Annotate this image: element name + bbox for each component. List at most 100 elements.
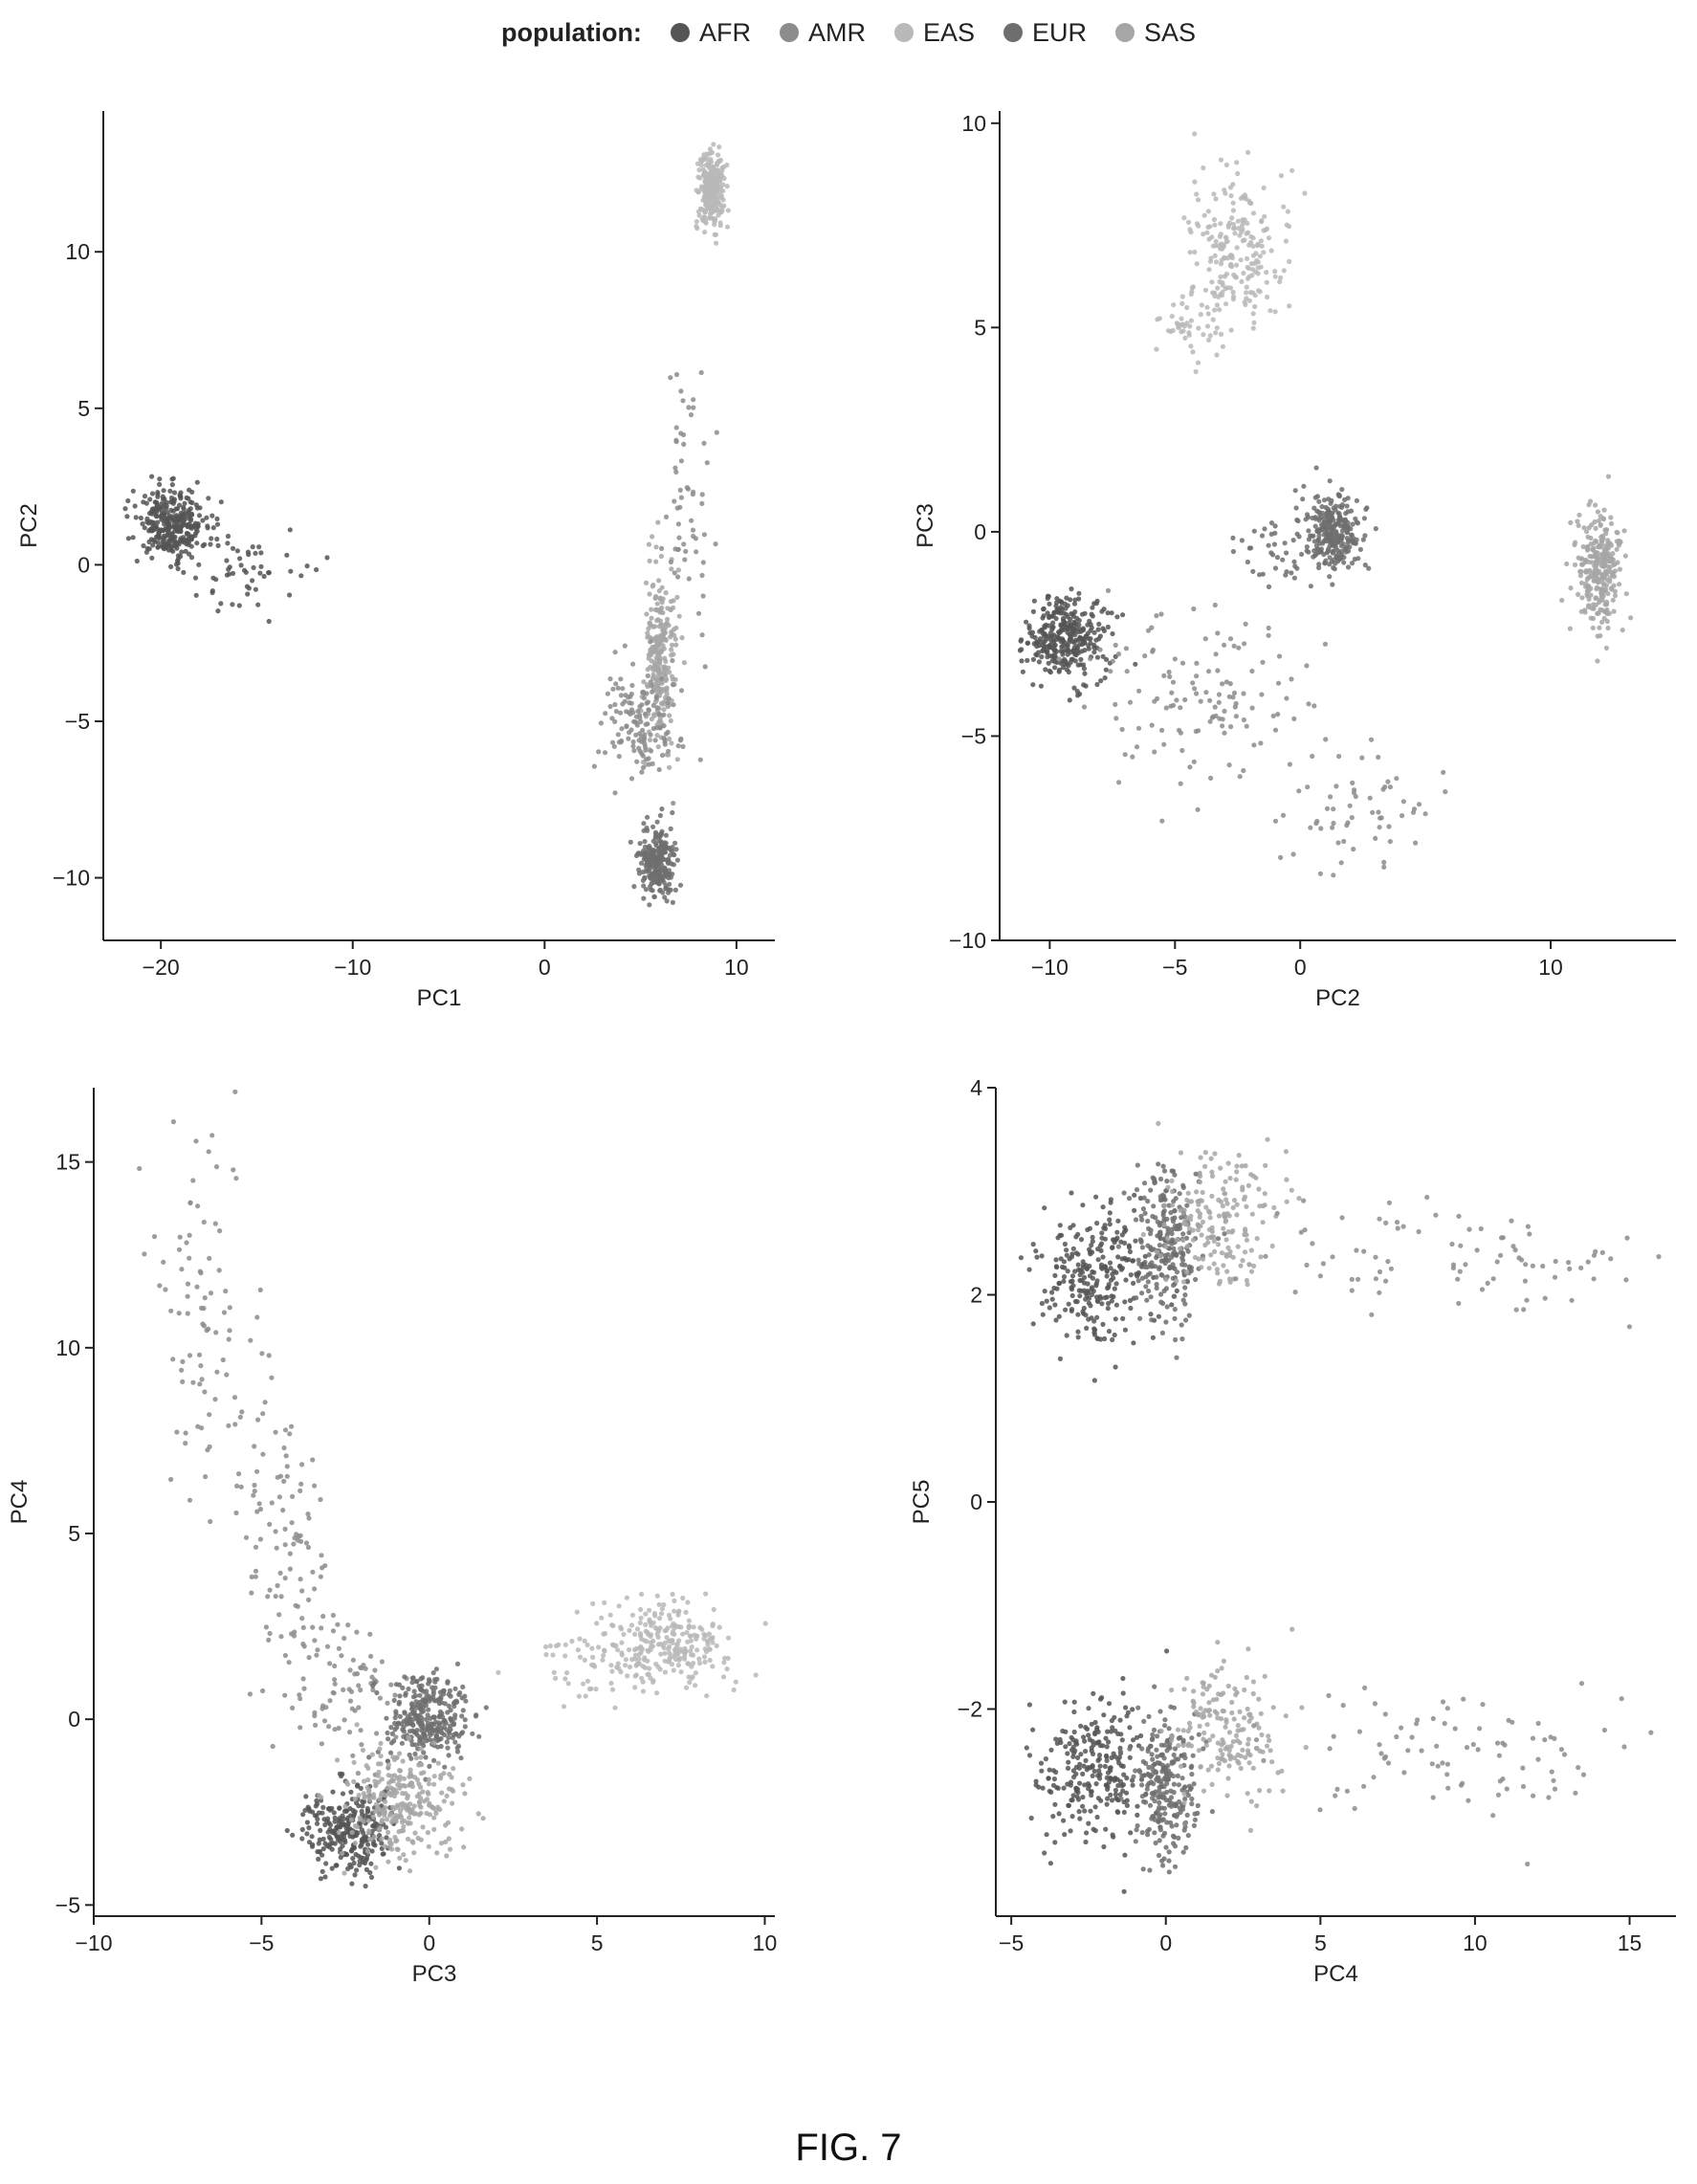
point-amr: [1212, 602, 1218, 608]
point-sas: [446, 1836, 452, 1842]
point-eur: [459, 1713, 465, 1719]
point-amr: [319, 1625, 324, 1631]
point-afr: [1169, 1302, 1175, 1308]
point-sas: [1248, 1268, 1255, 1274]
point-amr: [648, 732, 653, 738]
point-amr: [618, 710, 624, 716]
point-amr: [355, 1771, 361, 1776]
point-afr: [1069, 1190, 1074, 1196]
point-amr: [1336, 754, 1342, 760]
point-eas: [1179, 300, 1185, 306]
point-sas: [390, 1804, 396, 1810]
point-afr: [1088, 1303, 1093, 1309]
point-sas: [674, 757, 680, 762]
point-amr: [267, 1587, 273, 1593]
point-amr: [1149, 722, 1155, 728]
point-eas: [608, 1680, 614, 1687]
point-eur: [418, 1687, 424, 1692]
point-afr: [1056, 667, 1062, 673]
point-sas: [1178, 1150, 1184, 1156]
point-eur: [1357, 546, 1363, 553]
point-afr: [1054, 1286, 1060, 1291]
y-tick-label: −5: [55, 1892, 80, 1917]
point-eas: [619, 1650, 625, 1656]
point-afr: [1077, 642, 1083, 648]
point-amr: [616, 754, 622, 760]
point-eur: [1239, 538, 1245, 543]
point-amr: [1367, 795, 1373, 801]
point-sas: [407, 1815, 412, 1820]
point-amr: [214, 1369, 220, 1375]
point-afr: [142, 494, 148, 499]
point-eas: [1259, 243, 1265, 249]
point-amr: [305, 1511, 311, 1517]
point-eur: [1306, 528, 1311, 534]
point-afr: [1089, 611, 1094, 617]
point-amr: [190, 1379, 196, 1385]
point-amr: [183, 1441, 188, 1446]
point-amr: [1161, 741, 1167, 747]
point-eur: [1259, 533, 1266, 539]
point-sas: [1248, 1247, 1254, 1253]
point-amr: [347, 1667, 353, 1673]
point-afr: [1019, 637, 1025, 643]
point-eas: [1179, 316, 1184, 321]
point-afr: [1052, 659, 1058, 665]
y-tick-label: 2: [970, 1283, 982, 1308]
point-amr: [691, 489, 696, 495]
point-sas: [406, 1734, 411, 1740]
point-eas: [577, 1654, 584, 1660]
point-eur: [1313, 542, 1319, 549]
point-sas: [364, 1763, 369, 1769]
point-afr: [1053, 603, 1059, 608]
point-eur: [657, 853, 664, 859]
point-amr: [320, 1706, 325, 1711]
point-afr: [151, 506, 157, 512]
point-eur: [438, 1735, 444, 1742]
point-sas: [351, 1759, 357, 1765]
point-amr: [137, 1165, 143, 1172]
point-amr: [1154, 613, 1159, 619]
point-afr: [144, 516, 150, 522]
point-sas: [366, 1829, 372, 1835]
point-eur: [1185, 1248, 1191, 1254]
point-amr: [266, 1353, 272, 1358]
point-afr: [1069, 586, 1074, 592]
point-afr: [1056, 1313, 1062, 1319]
point-amr: [661, 712, 667, 717]
point-eas: [612, 1705, 618, 1710]
point-sas: [386, 1762, 391, 1768]
point-amr: [713, 541, 718, 547]
point-sas: [379, 1791, 385, 1798]
point-amr: [1373, 835, 1378, 842]
point-afr: [1076, 650, 1082, 655]
point-amr: [1443, 789, 1448, 795]
point-eas: [702, 1659, 708, 1665]
point-afr: [337, 1836, 343, 1842]
point-amr: [677, 487, 683, 493]
point-amr: [209, 1133, 215, 1138]
point-sas: [666, 670, 672, 675]
point-eas: [1234, 262, 1240, 268]
point-eur: [1145, 1218, 1151, 1224]
point-sas: [1296, 1196, 1302, 1202]
point-sas: [668, 717, 673, 724]
point-sas: [1620, 628, 1625, 633]
point-afr: [161, 488, 166, 494]
point-afr: [154, 514, 160, 519]
point-afr: [234, 548, 240, 554]
point-amr: [637, 748, 643, 754]
point-sas: [1244, 1232, 1249, 1238]
point-sas: [352, 1823, 358, 1829]
point-sas: [467, 1776, 473, 1781]
point-amr: [282, 1542, 288, 1548]
point-amr: [698, 369, 704, 376]
point-afr: [163, 526, 168, 533]
point-eur: [460, 1684, 466, 1689]
point-eur: [374, 1689, 380, 1696]
legend-dot-eur: [1003, 23, 1023, 42]
point-eas: [1229, 215, 1235, 221]
point-amr: [1381, 859, 1387, 866]
point-eur: [641, 883, 647, 889]
point-afr: [1075, 1231, 1081, 1237]
